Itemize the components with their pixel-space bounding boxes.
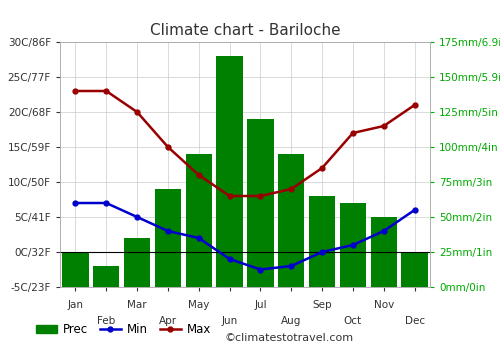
Bar [93,266,120,287]
Bar [216,56,242,287]
Text: May: May [188,300,210,310]
Text: Apr: Apr [159,316,177,327]
Text: Sep: Sep [312,300,332,310]
Text: Jun: Jun [222,316,238,327]
Bar [340,203,366,287]
Text: Mar: Mar [128,300,147,310]
Text: Jan: Jan [68,300,84,310]
Bar [278,154,304,287]
Text: Feb: Feb [97,316,116,327]
Bar [62,252,88,287]
Title: Climate chart - Bariloche: Climate chart - Bariloche [150,23,340,38]
Bar [248,119,274,287]
Bar [309,196,335,287]
Text: Oct: Oct [344,316,362,327]
Legend: Prec, Min, Max: Prec, Min, Max [31,318,216,341]
Text: Aug: Aug [281,316,301,327]
Text: Nov: Nov [374,300,394,310]
Bar [155,189,181,287]
Text: Dec: Dec [404,316,424,327]
Text: Jul: Jul [254,300,266,310]
Bar [124,238,150,287]
Text: ©climatestotravel.com: ©climatestotravel.com [225,333,354,343]
Bar [402,252,427,287]
Bar [186,154,212,287]
Bar [370,217,397,287]
